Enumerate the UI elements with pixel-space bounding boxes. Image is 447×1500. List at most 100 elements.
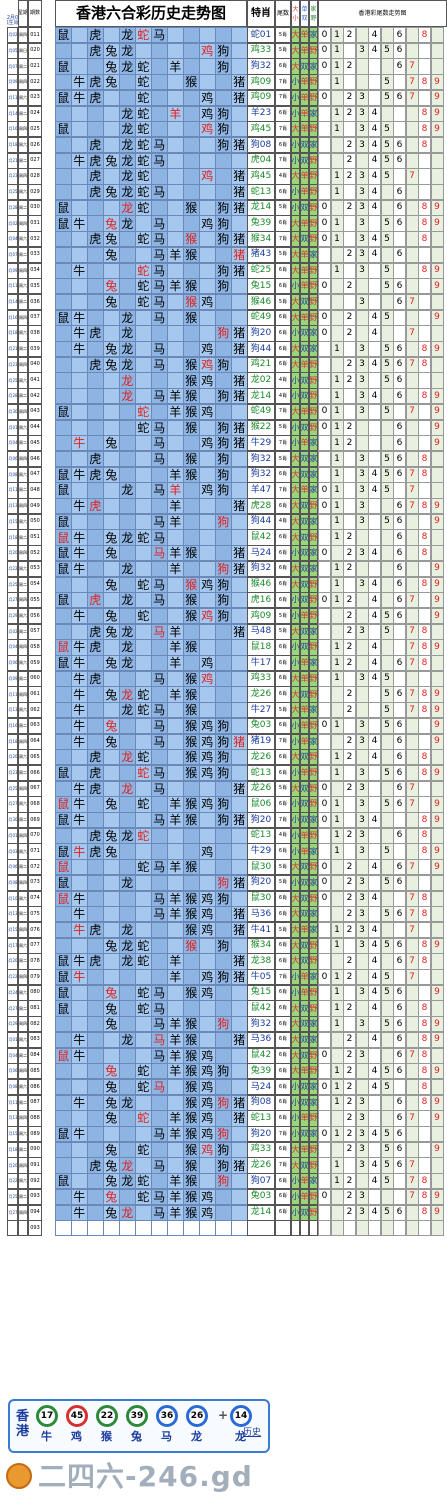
tail-cell: 3 (355, 356, 369, 373)
zodiac-cell: 羊 (167, 498, 184, 515)
zodiac-cell (215, 89, 232, 107)
zodiac-cell: 马 (151, 859, 168, 876)
row-tail-count: 7肖 (275, 89, 291, 107)
zodiac-cell: 马 (151, 246, 168, 264)
zodiac-cell (135, 560, 152, 578)
zodiac-cell (87, 686, 104, 703)
row-size: 小 (291, 105, 300, 122)
row-size: 大 (291, 1157, 300, 1174)
zodiac-cell (87, 403, 104, 421)
tail-cell: 7 (405, 356, 419, 373)
tail-cell: 5 (380, 969, 394, 986)
tail-cell: 7 (405, 623, 419, 640)
tail-cell (418, 89, 432, 107)
row-period: 081 (28, 1000, 42, 1017)
tail-cell (393, 105, 407, 122)
zodiac-cell (199, 1173, 216, 1190)
tail-cell: 4 (368, 937, 382, 954)
zodiac-cell: 猴 (183, 906, 200, 923)
tail-cell: 8 (418, 827, 432, 844)
tail-cell (318, 560, 332, 578)
zodiac-cell: 猪 (231, 74, 248, 91)
row-tail-count: 6肖 (275, 906, 291, 923)
history-link[interactable]: 历史 (243, 1428, 262, 1438)
zodiac-cell (215, 293, 232, 311)
zodiac-cell (71, 419, 88, 436)
zodiac-cell: 兔 (103, 607, 120, 625)
zodiac-cell: 马 (151, 529, 168, 546)
tail-cell (418, 717, 432, 735)
zodiac-cell: 狗 (215, 937, 232, 954)
row-period: 062 (28, 702, 42, 719)
row-week: 周六 (18, 184, 28, 201)
zodiac-cell: 蛇 (135, 953, 152, 970)
zodiac-cell (87, 655, 104, 672)
zodiac-cell: 兔 (103, 1110, 120, 1127)
row-homewild: 家 (309, 545, 318, 562)
row-size: 大 (291, 1000, 300, 1017)
row-oddeven: 单 (300, 827, 309, 844)
tail-cell: 3 (355, 482, 369, 499)
row-date: 02月02日 (7, 27, 18, 44)
zodiac-cell (231, 576, 248, 593)
zodiac-cell (215, 1220, 232, 1237)
zodiac-cell (199, 1220, 216, 1237)
row-week: 周四 (18, 215, 28, 232)
zodiac-cell (103, 1031, 120, 1049)
tail-cell: 4 (368, 592, 382, 609)
zodiac-cell: 鸡 (199, 655, 216, 672)
tail-cell (368, 1188, 382, 1206)
tail-cell (318, 1000, 332, 1017)
zodiac-cell (55, 937, 72, 954)
tail-cell (430, 749, 444, 766)
zodiac-cell (55, 1157, 72, 1174)
row-size: 小 (291, 1126, 300, 1143)
tail-cell (418, 969, 432, 986)
zodiac-cell (55, 184, 72, 201)
row-week: 周二 (18, 764, 28, 782)
row-oddeven: 双 (300, 545, 309, 562)
row-special: 狗32 (247, 1016, 275, 1033)
tail-cell: 2 (343, 1078, 357, 1096)
zodiac-cell (87, 859, 104, 876)
row-date: 07月04日 (7, 1047, 18, 1064)
zodiac-cell (231, 1188, 248, 1206)
zodiac-cell (103, 372, 120, 389)
row-tail-count: 6肖 (275, 984, 291, 1001)
row-homewild: 家 (309, 921, 318, 939)
zodiac-cell: 狗 (215, 199, 232, 216)
tail-cell: 9 (430, 1110, 444, 1127)
header-special: 特肖 (247, 0, 275, 27)
row-tail-count: 6肖 (275, 1110, 291, 1127)
tail-cell: 1 (330, 749, 344, 766)
zodiac-cell (135, 42, 152, 59)
row-tail-count: 7肖 (275, 403, 291, 421)
tail-cell: 9 (430, 1063, 444, 1080)
row-oddeven: 双 (300, 686, 309, 703)
zodiac-cell: 狗 (215, 435, 232, 452)
tail-cell: 7 (405, 796, 419, 813)
row-oddeven: 双 (300, 874, 309, 892)
zodiac-cell: 鸡 (199, 969, 216, 986)
zodiac-cell (151, 969, 168, 986)
zodiac-cell: 龙 (119, 953, 136, 970)
zodiac-cell: 兔 (103, 843, 120, 860)
header-tail: 尾数 (275, 0, 291, 27)
tail-cell (343, 215, 357, 232)
zodiac-cell: 虎 (87, 168, 104, 185)
zodiac-cell: 狗 (215, 1141, 232, 1158)
row-oddeven: 单 (300, 262, 309, 279)
tail-cell: 7 (405, 58, 419, 75)
zodiac-cell: 鸡 (199, 984, 216, 1001)
plus-sign: + (218, 1408, 229, 1422)
row-date: 05月02日 (7, 623, 18, 640)
zodiac-cell: 牛 (71, 906, 88, 923)
row-special: 鸡33 (247, 42, 275, 59)
tail-cell: 3 (355, 168, 369, 185)
zodiac-cell: 龙 (119, 309, 136, 326)
zodiac-cell: 马 (151, 309, 168, 326)
zodiac-cell: 马 (151, 1126, 168, 1143)
zodiac-cell (135, 215, 152, 232)
tail-cell: 6 (393, 293, 407, 311)
tail-cell: 8 (418, 27, 432, 44)
